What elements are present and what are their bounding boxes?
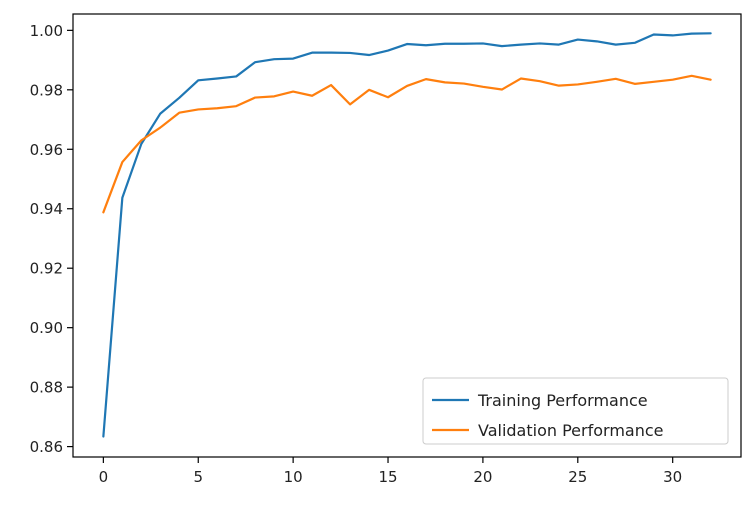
x-tick-label: 0 <box>99 468 109 486</box>
y-tick-label: 0.88 <box>30 379 63 397</box>
x-tick-label: 25 <box>568 468 587 486</box>
y-tick-label: 0.86 <box>30 438 63 456</box>
y-tick-label: 0.94 <box>30 200 63 218</box>
series-line-training <box>102 32 712 438</box>
x-tick-label: 30 <box>663 468 682 486</box>
y-tick-label: 0.92 <box>30 260 63 278</box>
x-tick-label: 5 <box>193 468 203 486</box>
y-tick-label: 0.98 <box>30 81 63 99</box>
axes-frame <box>72 13 742 458</box>
x-tick-label: 20 <box>473 468 492 486</box>
legend-label: Validation Performance <box>478 421 663 440</box>
legend: Training Performance Validation Performan… <box>422 377 729 445</box>
series-line-validation <box>102 74 712 214</box>
legend-box <box>422 377 729 445</box>
x-tick-label: 15 <box>378 468 397 486</box>
y-axis: 0.86 0.88 0.90 0.92 0.94 0.96 0.98 1.00 <box>30 22 73 456</box>
y-tick-label: 0.90 <box>30 319 63 337</box>
y-tick-label: 1.00 <box>30 22 63 40</box>
y-tick-label: 0.96 <box>30 141 63 159</box>
series-layer <box>102 32 712 438</box>
x-axis: 0 5 10 15 20 25 30 <box>99 457 682 486</box>
x-tick-label: 10 <box>284 468 303 486</box>
legend-label: Training Performance <box>477 391 648 410</box>
